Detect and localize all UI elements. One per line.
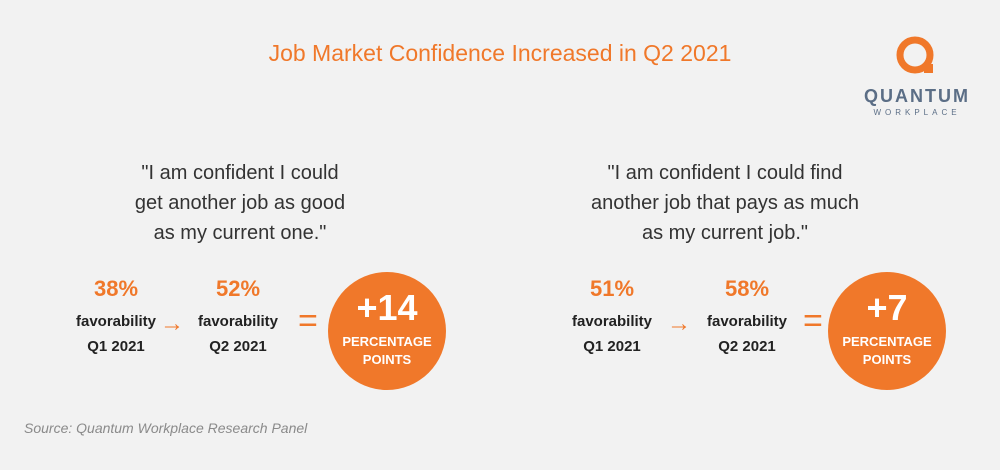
stat-before: 51% favorability Q1 2021	[552, 276, 672, 355]
change-unit-line2: POINTS	[362, 352, 412, 367]
change-unit-line2: POINTS	[862, 352, 912, 367]
equals-icon: =	[298, 302, 318, 340]
stat-label: favorability	[706, 313, 788, 330]
stat-after: 58% favorability Q2 2021	[687, 276, 807, 355]
change-unit-line1: PERCENTAGE	[842, 334, 932, 349]
change-unit-line1: PERCENTAGE	[342, 334, 432, 349]
stat-percent: 38%	[93, 276, 139, 301]
stat-quarter: Q1 2021	[87, 338, 145, 355]
arrow-right-icon: →	[160, 310, 184, 337]
stats-row: 51% favorability Q1 2021 → 58% favorabil…	[505, 272, 946, 406]
stat-after: 52% favorability Q2 2021	[178, 276, 298, 355]
change-value: +14	[356, 287, 418, 328]
arrow-right-icon: →	[667, 310, 691, 337]
quantum-q-icon	[896, 36, 934, 74]
stat-percent: 58%	[724, 276, 770, 301]
logo-subtitle: WORKPLACE	[873, 108, 961, 117]
change-value: +7	[866, 287, 908, 328]
page-title: Job Market Confidence Increased in Q2 20…	[268, 40, 732, 66]
quantum-workplace-logo: QUANTUM WORKPLACE	[862, 34, 972, 117]
stat-label: favorability	[197, 313, 279, 330]
stat-before: 38% favorability Q1 2021	[56, 276, 176, 355]
stat-percent: 51%	[589, 276, 635, 301]
stat-quarter: Q2 2021	[209, 338, 267, 355]
quote-text: "I am confident I could find another job…	[591, 162, 859, 244]
change-circle: +14 PERCENTAGE POINTS	[328, 272, 446, 390]
stat-quarter: Q1 2021	[583, 338, 641, 355]
change-circle: +7 PERCENTAGE POINTS	[828, 272, 946, 390]
stat-label: favorability	[75, 313, 157, 330]
panel-right: "I am confident I could find another job…	[505, 158, 946, 390]
stat-quarter: Q2 2021	[718, 338, 776, 355]
logo-wordmark: QUANTUM	[864, 86, 970, 106]
panel-left: "I am confident I could get another job …	[20, 158, 460, 390]
stat-label: favorability	[571, 313, 653, 330]
source-note: Source: Quantum Workplace Research Panel	[24, 420, 308, 436]
stat-percent: 52%	[215, 276, 261, 301]
equals-icon: =	[803, 302, 823, 340]
stats-row: 38% favorability Q1 2021 → 52% favorabil…	[20, 272, 460, 406]
quote-text: "I am confident I could get another job …	[134, 162, 346, 244]
